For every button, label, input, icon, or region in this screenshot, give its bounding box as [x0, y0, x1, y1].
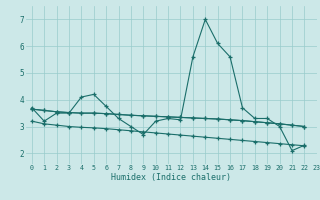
X-axis label: Humidex (Indice chaleur): Humidex (Indice chaleur) — [111, 173, 231, 182]
